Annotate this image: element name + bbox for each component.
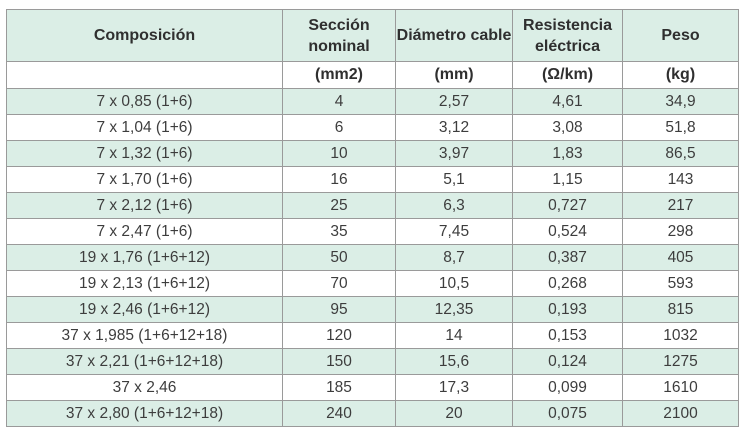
table-row: 7 x 1,32 (1+6) 10 3,97 1,83 86,5: [6, 140, 739, 167]
cell-diametro-cable: 12,35: [395, 296, 513, 323]
cable-spec-table: Composición Sección nominal Diámetro cab…: [6, 9, 739, 427]
header-peso: Peso: [622, 9, 739, 62]
header-row: Composición Sección nominal Diámetro cab…: [6, 9, 739, 62]
cell-peso: 51,8: [622, 114, 739, 141]
cell-diametro-cable: 10,5: [395, 270, 513, 297]
cell-diametro-cable: 3,97: [395, 140, 513, 167]
cell-resistencia-electrica: 3,08: [512, 114, 623, 141]
table-row: 7 x 1,70 (1+6) 16 5,1 1,15 143: [6, 166, 739, 193]
cell-resistencia-electrica: 0,153: [512, 322, 623, 349]
table-row: 37 x 2,21 (1+6+12+18) 150 15,6 0,124 1275: [6, 348, 739, 375]
cell-composicion: 7 x 0,85 (1+6): [6, 88, 283, 115]
cell-diametro-cable: 2,57: [395, 88, 513, 115]
cell-resistencia-electrica: 0,268: [512, 270, 623, 297]
unit-resistencia-electrica: (Ω/km): [512, 61, 623, 89]
cell-resistencia-electrica: 0,075: [512, 400, 623, 427]
unit-composicion: [6, 61, 283, 89]
cell-seccion-nominal: 70: [282, 270, 396, 297]
cell-diametro-cable: 17,3: [395, 374, 513, 401]
cell-composicion: 7 x 1,32 (1+6): [6, 140, 283, 167]
cell-composicion: 37 x 2,21 (1+6+12+18): [6, 348, 283, 375]
table-row: 37 x 2,80 (1+6+12+18) 240 20 0,075 2100: [6, 400, 739, 427]
cell-composicion: 7 x 1,70 (1+6): [6, 166, 283, 193]
cell-composicion: 37 x 2,46: [6, 374, 283, 401]
cell-diametro-cable: 20: [395, 400, 513, 427]
unit-peso: (kg): [622, 61, 739, 89]
cell-peso: 217: [622, 192, 739, 219]
cell-peso: 143: [622, 166, 739, 193]
table-body: 7 x 0,85 (1+6) 4 2,57 4,61 34,9 7 x 1,04 (1+6…: [6, 88, 739, 427]
cell-peso: 405: [622, 244, 739, 271]
units-row: (mm2) (mm) (Ω/km) (kg): [6, 61, 739, 89]
cell-seccion-nominal: 120: [282, 322, 396, 349]
cell-seccion-nominal: 240: [282, 400, 396, 427]
cell-composicion: 7 x 2,47 (1+6): [6, 218, 283, 245]
cell-seccion-nominal: 185: [282, 374, 396, 401]
cell-diametro-cable: 14: [395, 322, 513, 349]
cell-diametro-cable: 15,6: [395, 348, 513, 375]
unit-seccion-nominal: (mm2): [282, 61, 396, 89]
cell-composicion: 19 x 1,76 (1+6+12): [6, 244, 283, 271]
cell-resistencia-electrica: 4,61: [512, 88, 623, 115]
cell-peso: 593: [622, 270, 739, 297]
cell-seccion-nominal: 4: [282, 88, 396, 115]
cell-composicion: 19 x 2,13 (1+6+12): [6, 270, 283, 297]
table-row: 19 x 2,46 (1+6+12) 95 12,35 0,193 815: [6, 296, 739, 323]
header-seccion-nominal: Sección nominal: [282, 9, 396, 62]
header-composicion: Composición: [6, 9, 283, 62]
cell-seccion-nominal: 10: [282, 140, 396, 167]
table-row: 7 x 2,12 (1+6) 25 6,3 0,727 217: [6, 192, 739, 219]
cell-composicion: 7 x 2,12 (1+6): [6, 192, 283, 219]
table-row: 19 x 1,76 (1+6+12) 50 8,7 0,387 405: [6, 244, 739, 271]
cell-resistencia-electrica: 0,124: [512, 348, 623, 375]
table-row: 7 x 0,85 (1+6) 4 2,57 4,61 34,9: [6, 88, 739, 115]
unit-diametro-cable: (mm): [395, 61, 513, 89]
cell-composicion: 7 x 1,04 (1+6): [6, 114, 283, 141]
cell-composicion: 37 x 1,985 (1+6+12+18): [6, 322, 283, 349]
cell-peso: 1032: [622, 322, 739, 349]
cell-diametro-cable: 3,12: [395, 114, 513, 141]
cell-peso: 298: [622, 218, 739, 245]
table-row: 37 x 2,46 185 17,3 0,099 1610: [6, 374, 739, 401]
table-row: 19 x 2,13 (1+6+12) 70 10,5 0,268 593: [6, 270, 739, 297]
cell-resistencia-electrica: 0,193: [512, 296, 623, 323]
cell-resistencia-electrica: 0,524: [512, 218, 623, 245]
cell-peso: 86,5: [622, 140, 739, 167]
table-row: 7 x 2,47 (1+6) 35 7,45 0,524 298: [6, 218, 739, 245]
cell-peso: 34,9: [622, 88, 739, 115]
cell-seccion-nominal: 35: [282, 218, 396, 245]
cell-seccion-nominal: 50: [282, 244, 396, 271]
cell-resistencia-electrica: 1,15: [512, 166, 623, 193]
cell-seccion-nominal: 6: [282, 114, 396, 141]
cell-diametro-cable: 8,7: [395, 244, 513, 271]
cell-seccion-nominal: 95: [282, 296, 396, 323]
cell-peso: 1275: [622, 348, 739, 375]
cell-composicion: 19 x 2,46 (1+6+12): [6, 296, 283, 323]
cell-seccion-nominal: 150: [282, 348, 396, 375]
cell-resistencia-electrica: 0,099: [512, 374, 623, 401]
cable-spec-table-container: Composición Sección nominal Diámetro cab…: [6, 9, 739, 427]
cell-diametro-cable: 7,45: [395, 218, 513, 245]
cell-peso: 1610: [622, 374, 739, 401]
header-resistencia-electrica: Resistencia eléctrica: [512, 9, 623, 62]
cell-resistencia-electrica: 0,387: [512, 244, 623, 271]
table-row: 7 x 1,04 (1+6) 6 3,12 3,08 51,8: [6, 114, 739, 141]
cell-composicion: 37 x 2,80 (1+6+12+18): [6, 400, 283, 427]
cell-seccion-nominal: 25: [282, 192, 396, 219]
cell-peso: 2100: [622, 400, 739, 427]
table-row: 37 x 1,985 (1+6+12+18) 120 14 0,153 1032: [6, 322, 739, 349]
cell-peso: 815: [622, 296, 739, 323]
cell-diametro-cable: 6,3: [395, 192, 513, 219]
cell-diametro-cable: 5,1: [395, 166, 513, 193]
header-diametro-cable: Diámetro cable: [395, 9, 513, 62]
cell-seccion-nominal: 16: [282, 166, 396, 193]
cell-resistencia-electrica: 0,727: [512, 192, 623, 219]
cell-resistencia-electrica: 1,83: [512, 140, 623, 167]
